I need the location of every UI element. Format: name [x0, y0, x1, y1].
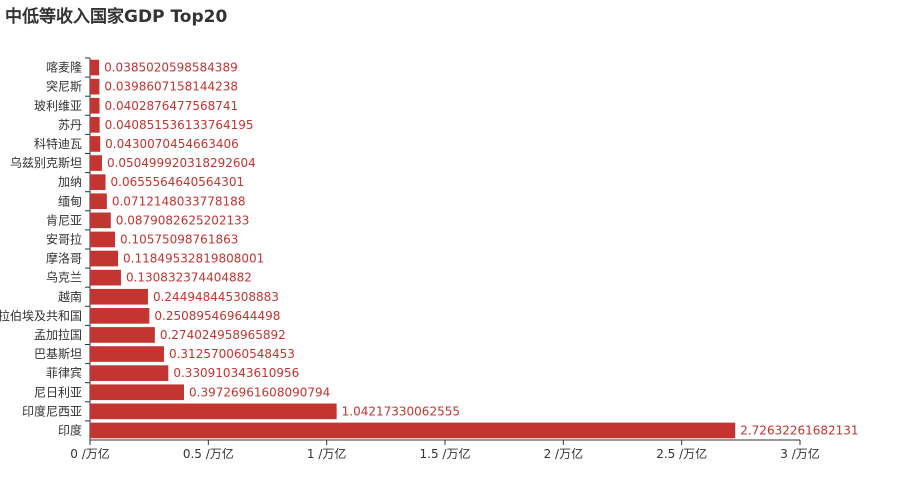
x-tick-label: 1.5 /万亿: [420, 446, 471, 461]
bar[interactable]: [90, 78, 100, 95]
bar[interactable]: [90, 231, 116, 248]
bar-value-label: 0.0712148033778188: [112, 194, 246, 208]
x-tick-label: 3 /万亿: [780, 446, 820, 461]
category-label: 摩洛哥: [46, 251, 82, 266]
bar-value-label: 0.312570060548453: [169, 347, 295, 361]
bar-value-label: 0.39726961608090794: [189, 385, 330, 399]
bar-value-label: 0.130832374404882: [126, 271, 252, 285]
category-label: 缅甸: [58, 194, 82, 208]
bar[interactable]: [90, 250, 119, 267]
chart-title: 中低等收入国家GDP Top20: [5, 7, 228, 27]
category-label: 菲律宾: [46, 365, 82, 380]
bar[interactable]: [90, 403, 337, 420]
category-label: 突尼斯: [46, 79, 82, 94]
bar-value-label: 0.274024958965892: [160, 328, 286, 342]
bar[interactable]: [90, 365, 169, 381]
bar-value-label: 2.72632261682131: [740, 423, 858, 437]
bar[interactable]: [90, 269, 121, 286]
bar[interactable]: [90, 212, 111, 229]
category-label: 印度尼西亚: [22, 403, 82, 418]
bar[interactable]: [90, 117, 100, 133]
bar-value-label: 0.0879082625202133: [116, 213, 250, 227]
bar-value-label: 0.330910343610956: [173, 366, 299, 380]
bar-value-label: 0.040851536133764195: [105, 118, 254, 132]
bar[interactable]: [90, 288, 148, 305]
bar-value-label: 0.10575098761863: [120, 232, 238, 246]
category-label: 乌兹别克斯坦: [10, 155, 82, 170]
bar-value-label: 0.244948445308883: [153, 290, 279, 304]
category-label: 巴基斯坦: [34, 347, 82, 361]
x-tick-label: 2.5 /万亿: [656, 446, 707, 461]
x-tick-label: 0.5 /万亿: [183, 446, 234, 461]
category-label: 肯尼亚: [46, 213, 82, 227]
bar-value-label: 0.0655564640564301: [111, 175, 245, 189]
x-tick-label: 1 /万亿: [307, 446, 347, 461]
category-label: 越南: [58, 289, 82, 304]
bar-value-label: 0.0402876477568741: [105, 99, 239, 113]
category-label: 加纳: [58, 175, 82, 189]
bar[interactable]: [90, 327, 155, 343]
bar[interactable]: [90, 384, 185, 401]
bar[interactable]: [90, 174, 106, 190]
bar-value-label: 0.0430070454663406: [105, 137, 239, 151]
bar-value-label: 0.250895469644498: [154, 309, 280, 323]
bar-value-label: 0.11849532819808001: [123, 252, 264, 266]
bar[interactable]: [90, 97, 100, 114]
bar[interactable]: [90, 59, 100, 76]
bar-value-label: 0.0385020598584389: [104, 61, 238, 75]
x-tick-label: 0 /万亿: [70, 446, 110, 461]
category-label: 印度: [58, 422, 82, 437]
category-label: 苏丹: [58, 118, 82, 132]
bar-value-label: 1.04217330062555: [342, 404, 460, 418]
bar[interactable]: [90, 136, 101, 152]
x-tick-label: 2 /万亿: [544, 446, 584, 461]
category-label: 阿拉伯埃及共和国: [0, 308, 82, 323]
category-label: 安哥拉: [46, 231, 82, 246]
category-label: 孟加拉国: [34, 327, 82, 342]
bar[interactable]: [90, 346, 164, 362]
bar[interactable]: [90, 422, 736, 439]
category-label: 尼日利亚: [34, 385, 82, 399]
category-label: 玻利维亚: [34, 99, 82, 113]
bar-value-label: 0.0398607158144238: [104, 80, 238, 94]
bar[interactable]: [90, 308, 150, 324]
category-label: 喀麦隆: [46, 60, 82, 75]
category-label: 乌克兰: [46, 270, 82, 285]
bar[interactable]: [90, 193, 107, 210]
category-label: 科特迪瓦: [34, 136, 82, 151]
bar-value-label: 0.050499920318292604: [107, 156, 256, 170]
bar[interactable]: [90, 155, 102, 171]
